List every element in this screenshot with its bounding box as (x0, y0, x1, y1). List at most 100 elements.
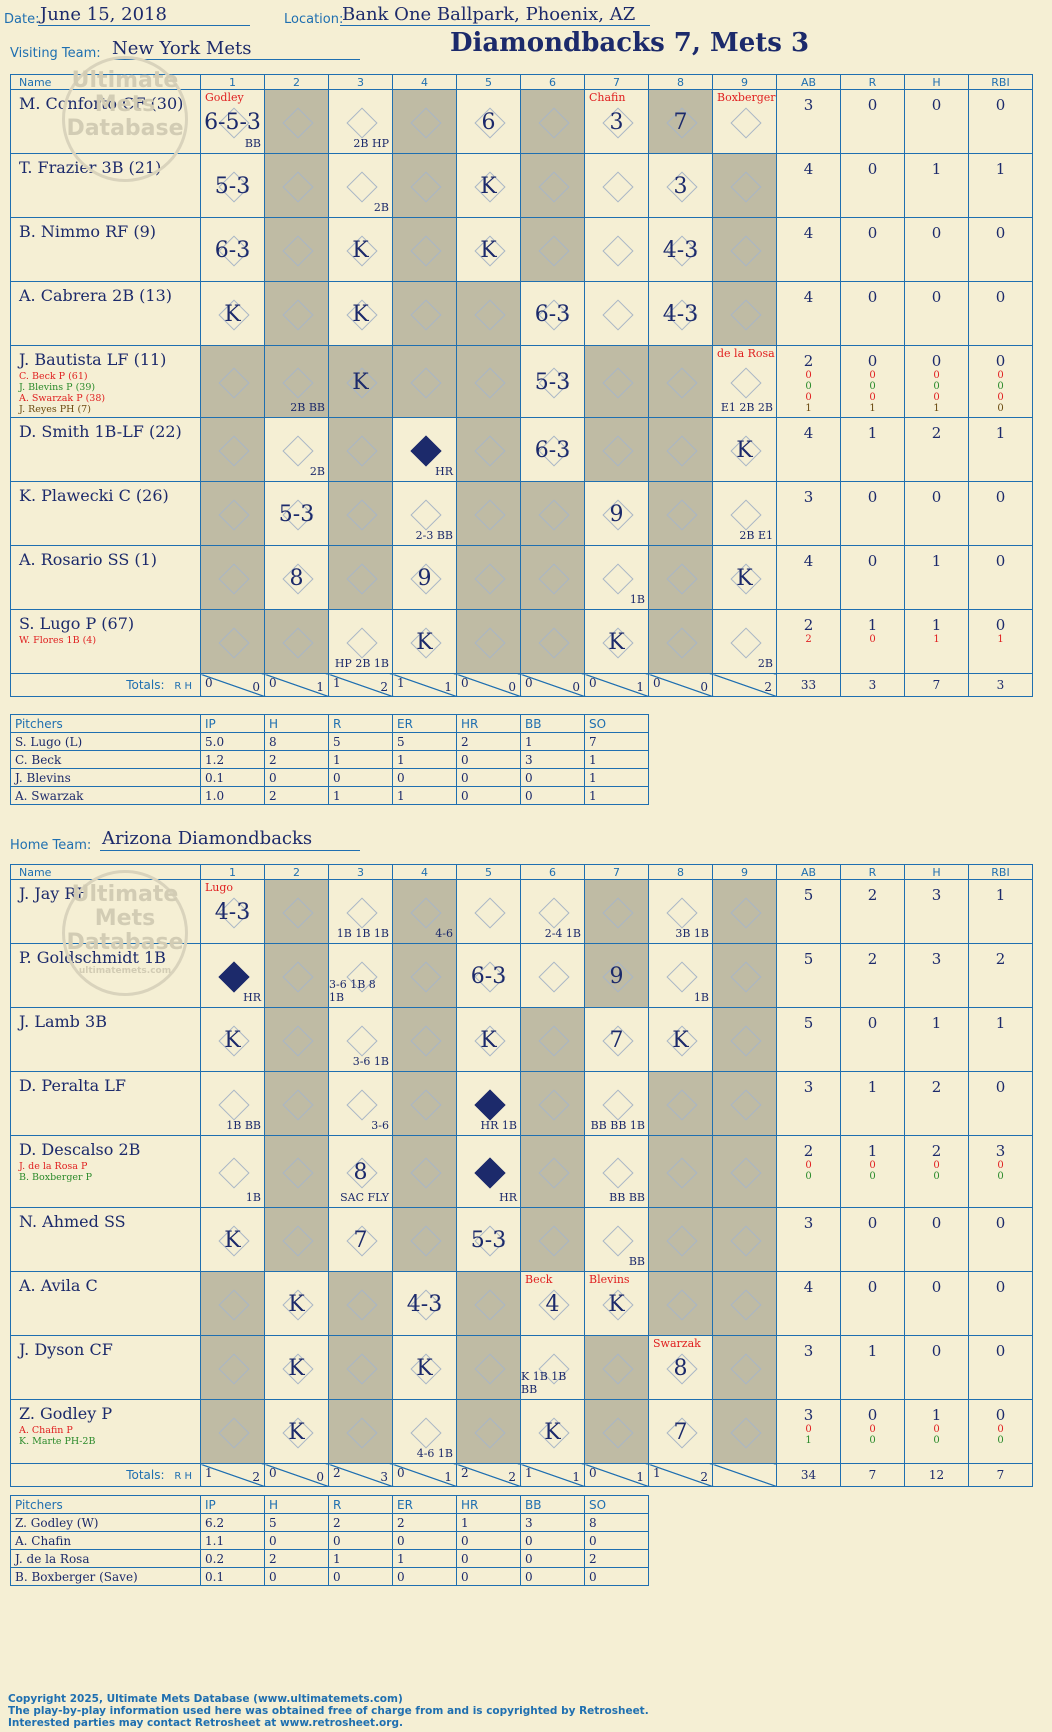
at-bat-cell (712, 1335, 777, 1400)
diamond-icon (345, 106, 378, 139)
at-bat-cell (328, 417, 393, 482)
stat-header-h: H (904, 74, 969, 90)
pitcher-cell: 0 (584, 1567, 649, 1586)
diamond-icon (537, 960, 570, 993)
play-result: 8 (673, 1355, 688, 1381)
stat-h: 0 (904, 1271, 969, 1336)
table-row: A. Chafin 1.1 0 0 0 0 0 0 (10, 1531, 649, 1550)
at-bat-cell: HR 1B (456, 1071, 521, 1136)
pitcher-cell: 0 (520, 786, 585, 805)
play-result: K (480, 1027, 497, 1053)
pitcher-change-note: de la Rosa (717, 347, 775, 360)
play-result: K (224, 1227, 241, 1253)
at-bat-cell: 6-3 (520, 417, 585, 482)
stat-h: 1 (904, 545, 969, 610)
totals-label: Totals: R H (10, 1463, 201, 1487)
pitcher-cell: 1 (328, 786, 393, 805)
at-bat-cell (648, 545, 713, 610)
pitcher-cell: 5 (392, 732, 457, 751)
at-bat-cell (392, 89, 457, 154)
pitcher-cell: 1 (456, 1513, 521, 1532)
at-bat-cell (456, 1271, 521, 1336)
at-bat-cell: K (200, 1207, 265, 1272)
diamond-icon (281, 170, 314, 203)
pitcher-cell: 1 (328, 1549, 393, 1568)
pitcher-cell: 0 (392, 768, 457, 787)
baserunning-mark: BB (628, 1255, 645, 1268)
diamond-icon (345, 1288, 378, 1321)
diamond-icon (729, 1088, 762, 1121)
player-name: D. Peralta LF (10, 1071, 201, 1136)
at-bat-cell (648, 1135, 713, 1208)
baserunning-mark: HR (499, 1191, 517, 1204)
baserunning-mark: HR 1B (480, 1119, 517, 1132)
at-bat-cell: 9 (584, 943, 649, 1008)
pitcher-cell: 0 (456, 768, 521, 787)
substitute-name: K. Marte PH-2B (19, 1436, 96, 1447)
play-result: 9 (609, 501, 624, 527)
at-bat-cell: K (328, 217, 393, 282)
diamond-icon (665, 366, 698, 399)
pitcher-cell: J. de la Rosa (10, 1549, 201, 1568)
pitcher-cell: 1 (392, 786, 457, 805)
inning-header-6: 6 (520, 74, 585, 90)
play-result: 4 (545, 1291, 560, 1317)
diamond-icon (729, 1224, 762, 1257)
play-result: K (480, 173, 497, 199)
stat-r: 0 (840, 1271, 905, 1336)
at-bat-cell (648, 481, 713, 546)
stat-rbi: 1 (968, 879, 1033, 944)
play-result: K (608, 629, 625, 655)
diamond-icon (601, 562, 634, 595)
at-bat-cell: 1B BB (200, 1071, 265, 1136)
stat-r: 0 (840, 545, 905, 610)
diamond-icon (601, 170, 634, 203)
inning-header-1: 1 (200, 74, 265, 90)
stat-r: 2 (840, 879, 905, 944)
inning-header-3: 3 (328, 864, 393, 880)
substitute-name: J. de la Rosa P (19, 1161, 88, 1172)
at-bat-cell (328, 1399, 393, 1464)
diamond-icon (345, 170, 378, 203)
stat-ab: 4 (776, 153, 841, 218)
pitcher-cell: 2 (264, 1549, 329, 1568)
play-result: K (544, 1419, 561, 1445)
diamond-icon (345, 562, 378, 595)
at-bat-cell: 5-3 (456, 1207, 521, 1272)
diamond-icon (281, 434, 314, 467)
pitcher-cell: 2 (456, 732, 521, 751)
play-result: K (352, 369, 369, 395)
at-bat-cell (200, 417, 265, 482)
stat-ab: 3 (776, 89, 841, 154)
at-bat-cell: K (456, 1007, 521, 1072)
stat-r: 1 (840, 1071, 905, 1136)
baserunning-mark: HR (243, 991, 261, 1004)
at-bat-cell (328, 1271, 393, 1336)
pitcher-cell: J. Blevins (10, 768, 201, 787)
stat-rbi: 1 (968, 1007, 1033, 1072)
stat-h: 2 (904, 417, 969, 482)
at-bat-cell: 6-3 (456, 943, 521, 1008)
table-row: D. Smith 1B-LF (22) 2B HR 6-3 K 4 1 2 1 (10, 417, 1033, 482)
at-bat-cell: 4-6 (392, 879, 457, 944)
total-rbi: 3 (968, 673, 1033, 697)
at-bat-cell: 4-3 (648, 281, 713, 346)
stat-rbi: 0 (968, 1207, 1033, 1272)
stat-rbi: 0 (968, 89, 1033, 154)
play-result: 4-3 (406, 1291, 443, 1317)
baserunning-mark: BB BB (609, 1191, 645, 1204)
at-bat-cell: K (264, 1335, 329, 1400)
at-bat-cell: 6-3 (520, 281, 585, 346)
at-bat-cell: Boxberger (712, 89, 777, 154)
diamond-icon (217, 498, 250, 531)
at-bat-cell: Godley 6-5-3 BB (200, 89, 265, 154)
play-result: 6-3 (534, 301, 571, 327)
at-bat-cell (712, 943, 777, 1008)
play-result: 5-3 (278, 501, 315, 527)
